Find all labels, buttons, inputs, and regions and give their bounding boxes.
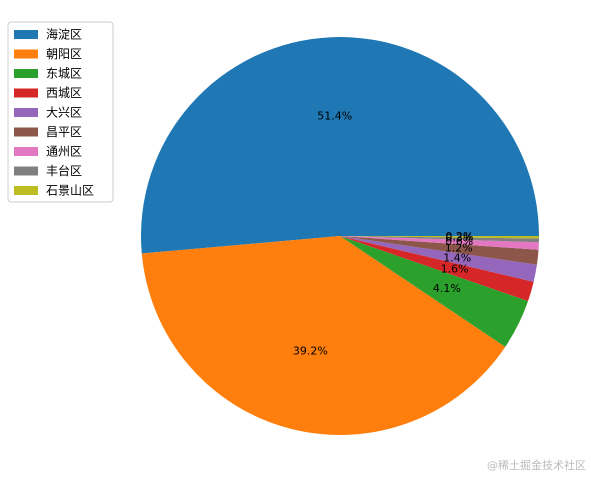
value-label: 1.4% [443,251,471,264]
pie-slice [340,236,529,347]
value-label: 51.4% [317,110,352,123]
legend-box [7,21,114,203]
legend-label: 丰台区 [46,163,82,178]
pie-slice [340,236,539,239]
value-label: 4.1% [433,282,461,295]
legend-label: 西城区 [46,86,82,100]
pie-slice [340,236,539,243]
value-label: 0.3% [445,232,473,245]
legend-swatch [14,30,38,39]
value-label: 0.6% [445,235,473,248]
pie-slice [340,236,539,250]
legend-swatch [14,127,38,137]
legend-swatch [14,88,38,98]
pie-slice [340,236,534,302]
legend-label: 东城区 [46,67,82,81]
pie-slice [141,37,540,254]
pie-slice [340,236,539,265]
legend-swatch [14,49,38,59]
legend-swatch [14,147,38,156]
pie-slice [340,236,537,282]
watermark: @稀土掘金技术社区 [487,458,586,472]
legend-label: 昌平区 [46,125,82,139]
value-label: 1.2% [445,242,473,255]
value-label: 39.2% [293,345,328,358]
legend-label: 通州区 [46,145,82,159]
legend-swatch [14,186,38,195]
legend-swatch [14,166,38,176]
legend-swatch [14,108,38,117]
pie-slice [141,236,506,435]
legend-swatch [14,69,38,78]
value-label: 1.6% [441,262,469,275]
value-label: 0.2% [445,230,473,243]
legend-label: 大兴区 [46,106,82,120]
legend-label: 海淀区 [46,27,82,42]
legend-label: 石景山区 [46,184,94,198]
legend-label: 朝阳区 [46,47,82,61]
